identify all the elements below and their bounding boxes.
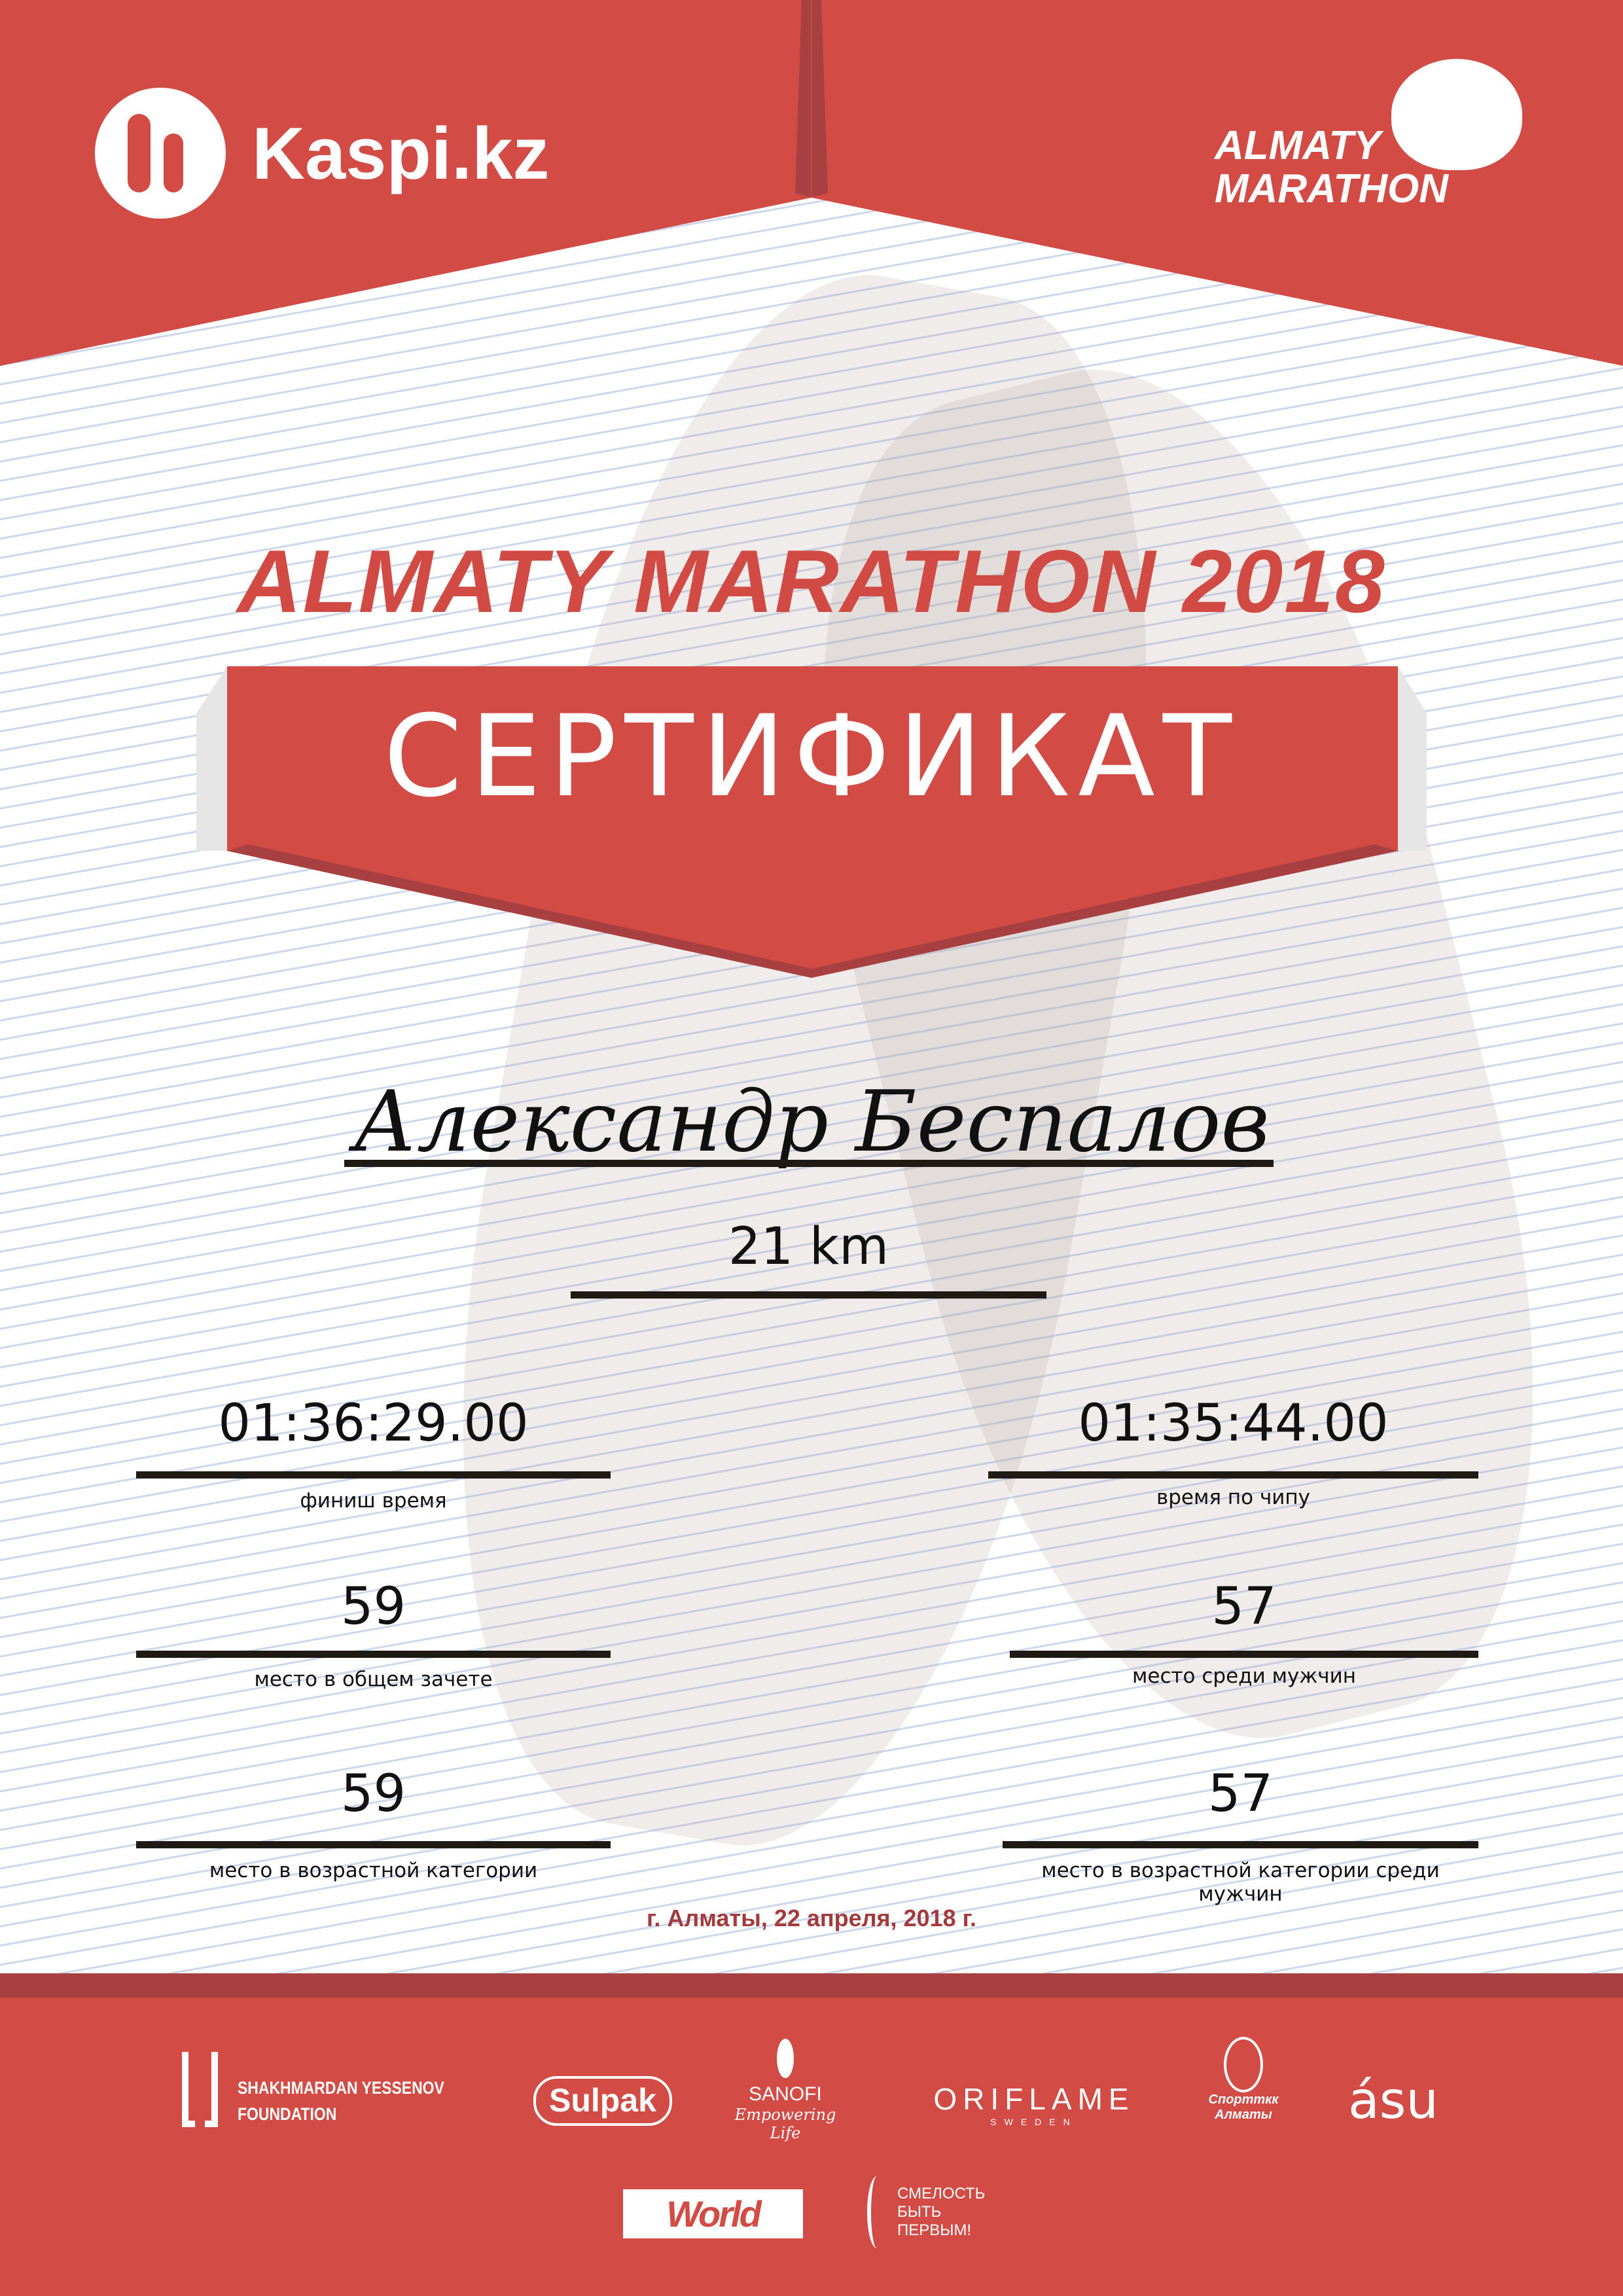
- yessenov-icon: [182, 2052, 218, 2127]
- event-title: ALMATY MARATHON 2018: [237, 531, 1386, 631]
- age-place: 59: [340, 1765, 406, 1823]
- overall-place-line: [136, 1651, 611, 1658]
- chip-time-line: [988, 1471, 1478, 1479]
- chip-time: 01:35:44.00: [1078, 1394, 1389, 1453]
- sport-almaty-logo: Спортткк Алматы: [1198, 2037, 1289, 2123]
- header-band: [0, 0, 1623, 366]
- smelost-figure-icon: [867, 2176, 887, 2248]
- name-underline: [344, 1160, 1274, 1167]
- kaspi-logo: Kaspi.kz: [95, 88, 549, 219]
- age-place-label: место в возрастной категории: [209, 1859, 538, 1882]
- distance: 21 km: [728, 1217, 889, 1276]
- worldclass-logo: World Class: [623, 2189, 803, 2284]
- oriflame-logo: ORIFLAME SWEDEN: [933, 2082, 1135, 2127]
- date-place: г. Алматы, 22 апреля, 2018 г.: [647, 1905, 976, 1931]
- background-pattern: [0, 0, 1623, 1998]
- gender-place-line: [1010, 1651, 1478, 1658]
- sanofi-icon: [777, 2039, 794, 2078]
- distance-underline: [571, 1291, 1046, 1299]
- yessenov-logo: SHAKHMARDAN YESSENOV FOUNDATION: [182, 2052, 481, 2127]
- age-gender-place: 57: [1207, 1765, 1274, 1823]
- chip-time-label: время по чипу: [1156, 1486, 1311, 1509]
- runner-icon: [1391, 59, 1522, 170]
- finish-time-label: финиш время: [300, 1489, 447, 1513]
- kaspi-icon: [95, 88, 226, 219]
- age-gender-place-line: [1003, 1841, 1478, 1848]
- participant-name: Александр Беспалов: [353, 1073, 1270, 1171]
- age-gender-place-label: место в возрастной категории среди мужчи…: [1041, 1859, 1440, 1906]
- finish-time-line: [136, 1471, 611, 1479]
- overall-place: 59: [340, 1577, 406, 1636]
- sanofi-logo: SANOFI Empowering Life: [720, 2039, 851, 2142]
- sport-almaty-emblem: [1224, 2037, 1263, 2092]
- age-place-line: [136, 1841, 611, 1848]
- certificate-heading: СЕРТИФИКАТ: [383, 691, 1240, 822]
- gender-place: 57: [1211, 1577, 1277, 1636]
- footer: [0, 1998, 1623, 2296]
- overall-place-label: место в общем зачете: [254, 1668, 493, 1691]
- smelost-logo: СМЕЛОСТЬ БЫТЬ ПЕРВЫМ!: [867, 2176, 985, 2248]
- footer-top-band: [0, 1973, 1623, 1998]
- sulpak-logo: Sulpak: [533, 2076, 672, 2126]
- finish-time: 01:36:29.00: [218, 1394, 529, 1453]
- certificate-banner: [196, 666, 1427, 978]
- gender-place-label: место среди мужчин: [1132, 1664, 1356, 1688]
- almaty-marathon-logo: ALMATY MARATHON: [1215, 59, 1522, 212]
- asu-logo: ásu: [1348, 2072, 1438, 2130]
